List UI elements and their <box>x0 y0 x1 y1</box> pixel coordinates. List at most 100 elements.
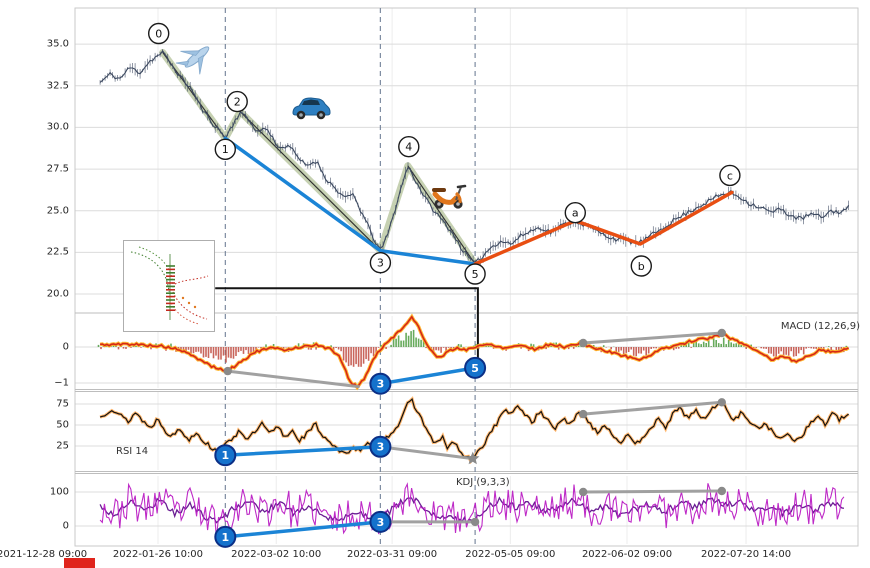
svg-text:1: 1 <box>221 531 229 544</box>
macd-histogram-bar <box>362 347 365 364</box>
macd-histogram-bar <box>717 343 720 347</box>
macd-histogram-bar <box>640 347 642 354</box>
macd-histogram-bar <box>307 347 310 350</box>
macd-histogram-bar <box>845 345 848 347</box>
macd-histogram-bar <box>360 347 362 367</box>
macd-histogram-bar <box>310 347 312 350</box>
macd-histogram-bar <box>437 347 440 351</box>
macd-histogram-bar <box>835 347 838 352</box>
macd-histogram-bar <box>257 347 260 348</box>
wave-label-5: 5 <box>464 263 486 285</box>
macd-histogram-bar <box>285 347 287 348</box>
macd-histogram-bar <box>187 347 190 350</box>
macd-histogram-bar <box>637 347 640 354</box>
measure-line <box>215 287 479 368</box>
macd-histogram-bar <box>282 347 285 350</box>
macd-histogram-bar <box>592 345 595 347</box>
macd-histogram-bar <box>297 343 300 347</box>
divergence-dot <box>579 409 588 419</box>
macd-histogram-bar <box>375 347 377 354</box>
macd-histogram-bar <box>720 343 722 347</box>
macd-histogram-bar <box>630 347 632 350</box>
macd-histogram-bar <box>735 343 737 347</box>
macd-histogram-bar <box>395 338 397 347</box>
macd-histogram-bar <box>265 344 267 347</box>
macd-histogram-bar <box>377 347 380 348</box>
macd-histogram-bar <box>715 340 717 347</box>
macd-histogram-bar <box>605 347 607 348</box>
svg-text:1: 1 <box>221 449 229 462</box>
macd-histogram-bar <box>390 344 392 347</box>
macd-histogram-bar <box>520 347 522 349</box>
macd-histogram-bar <box>620 347 622 351</box>
macd-histogram-bar <box>695 340 697 347</box>
wave-label-3: 3 <box>369 252 392 274</box>
macd-histogram-bar <box>122 347 125 349</box>
macd-histogram-bar <box>407 335 410 347</box>
macd-histogram-bar <box>830 347 832 352</box>
macd-histogram-bar <box>675 347 677 349</box>
macd-histogram-bar <box>205 347 207 357</box>
rsi-line <box>99 397 849 463</box>
macd-histogram-bar <box>762 347 765 349</box>
divergence-dot <box>223 366 232 376</box>
macd-histogram-bar <box>272 344 275 347</box>
macd-histogram-bar <box>705 343 707 347</box>
macd-histogram-bar <box>227 347 230 358</box>
macd-histogram-bar <box>252 347 255 353</box>
macd-histogram-bar <box>792 347 795 357</box>
macd-histogram-bar <box>690 347 692 348</box>
macd-histogram-bar <box>425 347 427 349</box>
macd-histogram-bar <box>632 347 635 356</box>
macd-histogram-bar <box>150 347 152 350</box>
macd-histogram-bar <box>207 347 210 358</box>
macd-histogram-bar <box>125 347 127 349</box>
macd-histogram-bar <box>385 347 387 349</box>
macd-histogram-bar <box>767 347 770 354</box>
macd-histogram-bar <box>732 343 735 347</box>
macd-histogram-bar <box>357 347 360 367</box>
macd-histogram-bar <box>225 347 227 363</box>
macd-histogram-bar <box>420 339 422 347</box>
macd-histogram-bar <box>232 347 235 359</box>
divergence-dot <box>717 328 726 338</box>
macd-histogram-bar <box>457 344 460 347</box>
macd-histogram-bar <box>240 347 242 351</box>
macd-histogram-bar <box>345 347 347 363</box>
macd-histogram-bar <box>755 347 757 348</box>
macd-histogram-bar <box>700 344 702 347</box>
macd-histogram-bar <box>330 345 332 347</box>
macd-histogram-bar <box>217 347 220 360</box>
macd-histogram-bar <box>810 347 812 349</box>
macd-histogram-bar <box>235 347 237 356</box>
macd-histogram-bar <box>647 347 650 354</box>
point-marker-1: 1 <box>214 444 237 467</box>
macd-histogram-bar <box>405 332 407 347</box>
macd-histogram-bar <box>350 347 352 366</box>
macd-histogram-bar <box>687 342 690 347</box>
macd-histogram-bar <box>195 347 197 352</box>
macd-histogram-bar <box>800 347 802 351</box>
macd-histogram-bar <box>412 329 415 347</box>
macd-histogram-bar <box>650 347 652 349</box>
macd-histogram-bar <box>740 345 742 347</box>
scooter-icon <box>432 184 467 209</box>
macd-histogram-bar <box>392 338 395 347</box>
svg-text:5: 5 <box>471 362 479 375</box>
macd-histogram-bar <box>97 344 100 347</box>
rsi-glow <box>99 396 850 465</box>
macd-histogram-bar <box>652 347 655 349</box>
airplane-icon <box>175 46 210 75</box>
divergence-line <box>581 489 724 494</box>
price-series <box>99 49 850 263</box>
macd-histogram-bar <box>440 347 442 353</box>
svg-text:c: c <box>727 169 733 182</box>
macd-histogram-bar <box>445 347 447 353</box>
wave-label-0: 0 <box>147 22 170 45</box>
macd-histogram-bar <box>545 347 547 350</box>
macd-histogram-bar <box>802 347 805 355</box>
point-marker-3: 3 <box>369 510 392 533</box>
point-marker-3: 3 <box>369 372 392 395</box>
macd-histogram-bar <box>347 347 350 367</box>
